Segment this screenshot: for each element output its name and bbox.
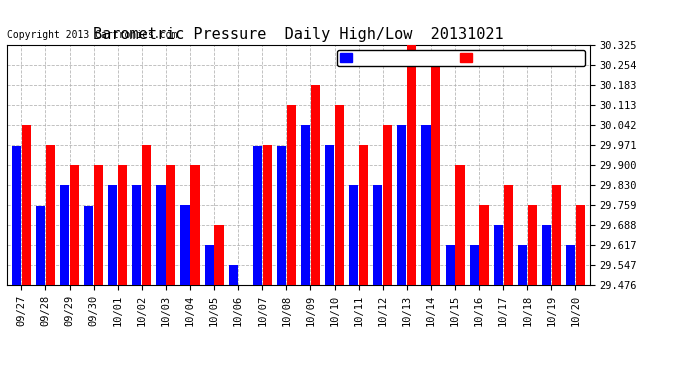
Bar xyxy=(287,105,296,285)
Bar xyxy=(228,265,238,285)
Bar xyxy=(552,185,561,285)
Bar xyxy=(422,125,431,285)
Bar xyxy=(480,205,489,285)
Bar xyxy=(383,125,393,285)
Bar xyxy=(494,225,503,285)
Bar xyxy=(118,165,127,285)
Bar xyxy=(157,185,166,285)
Bar xyxy=(263,145,272,285)
Bar xyxy=(46,145,55,285)
Bar xyxy=(12,146,21,285)
Bar xyxy=(70,165,79,285)
Bar xyxy=(142,145,151,285)
Bar xyxy=(215,225,224,285)
Bar xyxy=(470,245,479,285)
Bar xyxy=(60,185,69,285)
Text: Copyright 2013 Cartronics.com: Copyright 2013 Cartronics.com xyxy=(7,30,177,40)
Bar xyxy=(431,65,440,285)
Bar xyxy=(132,185,141,285)
Bar xyxy=(166,165,175,285)
Bar xyxy=(335,105,344,285)
Bar xyxy=(504,185,513,285)
Bar xyxy=(301,125,310,285)
Bar xyxy=(190,165,199,285)
Bar xyxy=(325,145,334,285)
Bar xyxy=(204,245,214,285)
Bar xyxy=(310,85,320,285)
Bar xyxy=(94,165,103,285)
Title: Barometric Pressure  Daily High/Low  20131021: Barometric Pressure Daily High/Low 20131… xyxy=(93,27,504,42)
Bar xyxy=(108,185,117,285)
Bar xyxy=(36,206,45,285)
Bar xyxy=(566,245,575,285)
Legend: Low  (Inches/Hg), High  (Inches/Hg): Low (Inches/Hg), High (Inches/Hg) xyxy=(337,50,584,66)
Bar xyxy=(359,145,368,285)
Bar xyxy=(181,205,190,285)
Bar xyxy=(349,185,358,285)
Bar xyxy=(253,146,262,285)
Bar xyxy=(397,125,406,285)
Bar xyxy=(446,245,455,285)
Bar xyxy=(21,125,31,285)
Bar xyxy=(518,245,527,285)
Bar xyxy=(576,205,585,285)
Bar xyxy=(84,206,93,285)
Bar xyxy=(528,205,537,285)
Bar xyxy=(455,165,464,285)
Bar xyxy=(373,185,382,285)
Bar xyxy=(542,225,551,285)
Bar xyxy=(407,45,416,285)
Bar xyxy=(277,146,286,285)
